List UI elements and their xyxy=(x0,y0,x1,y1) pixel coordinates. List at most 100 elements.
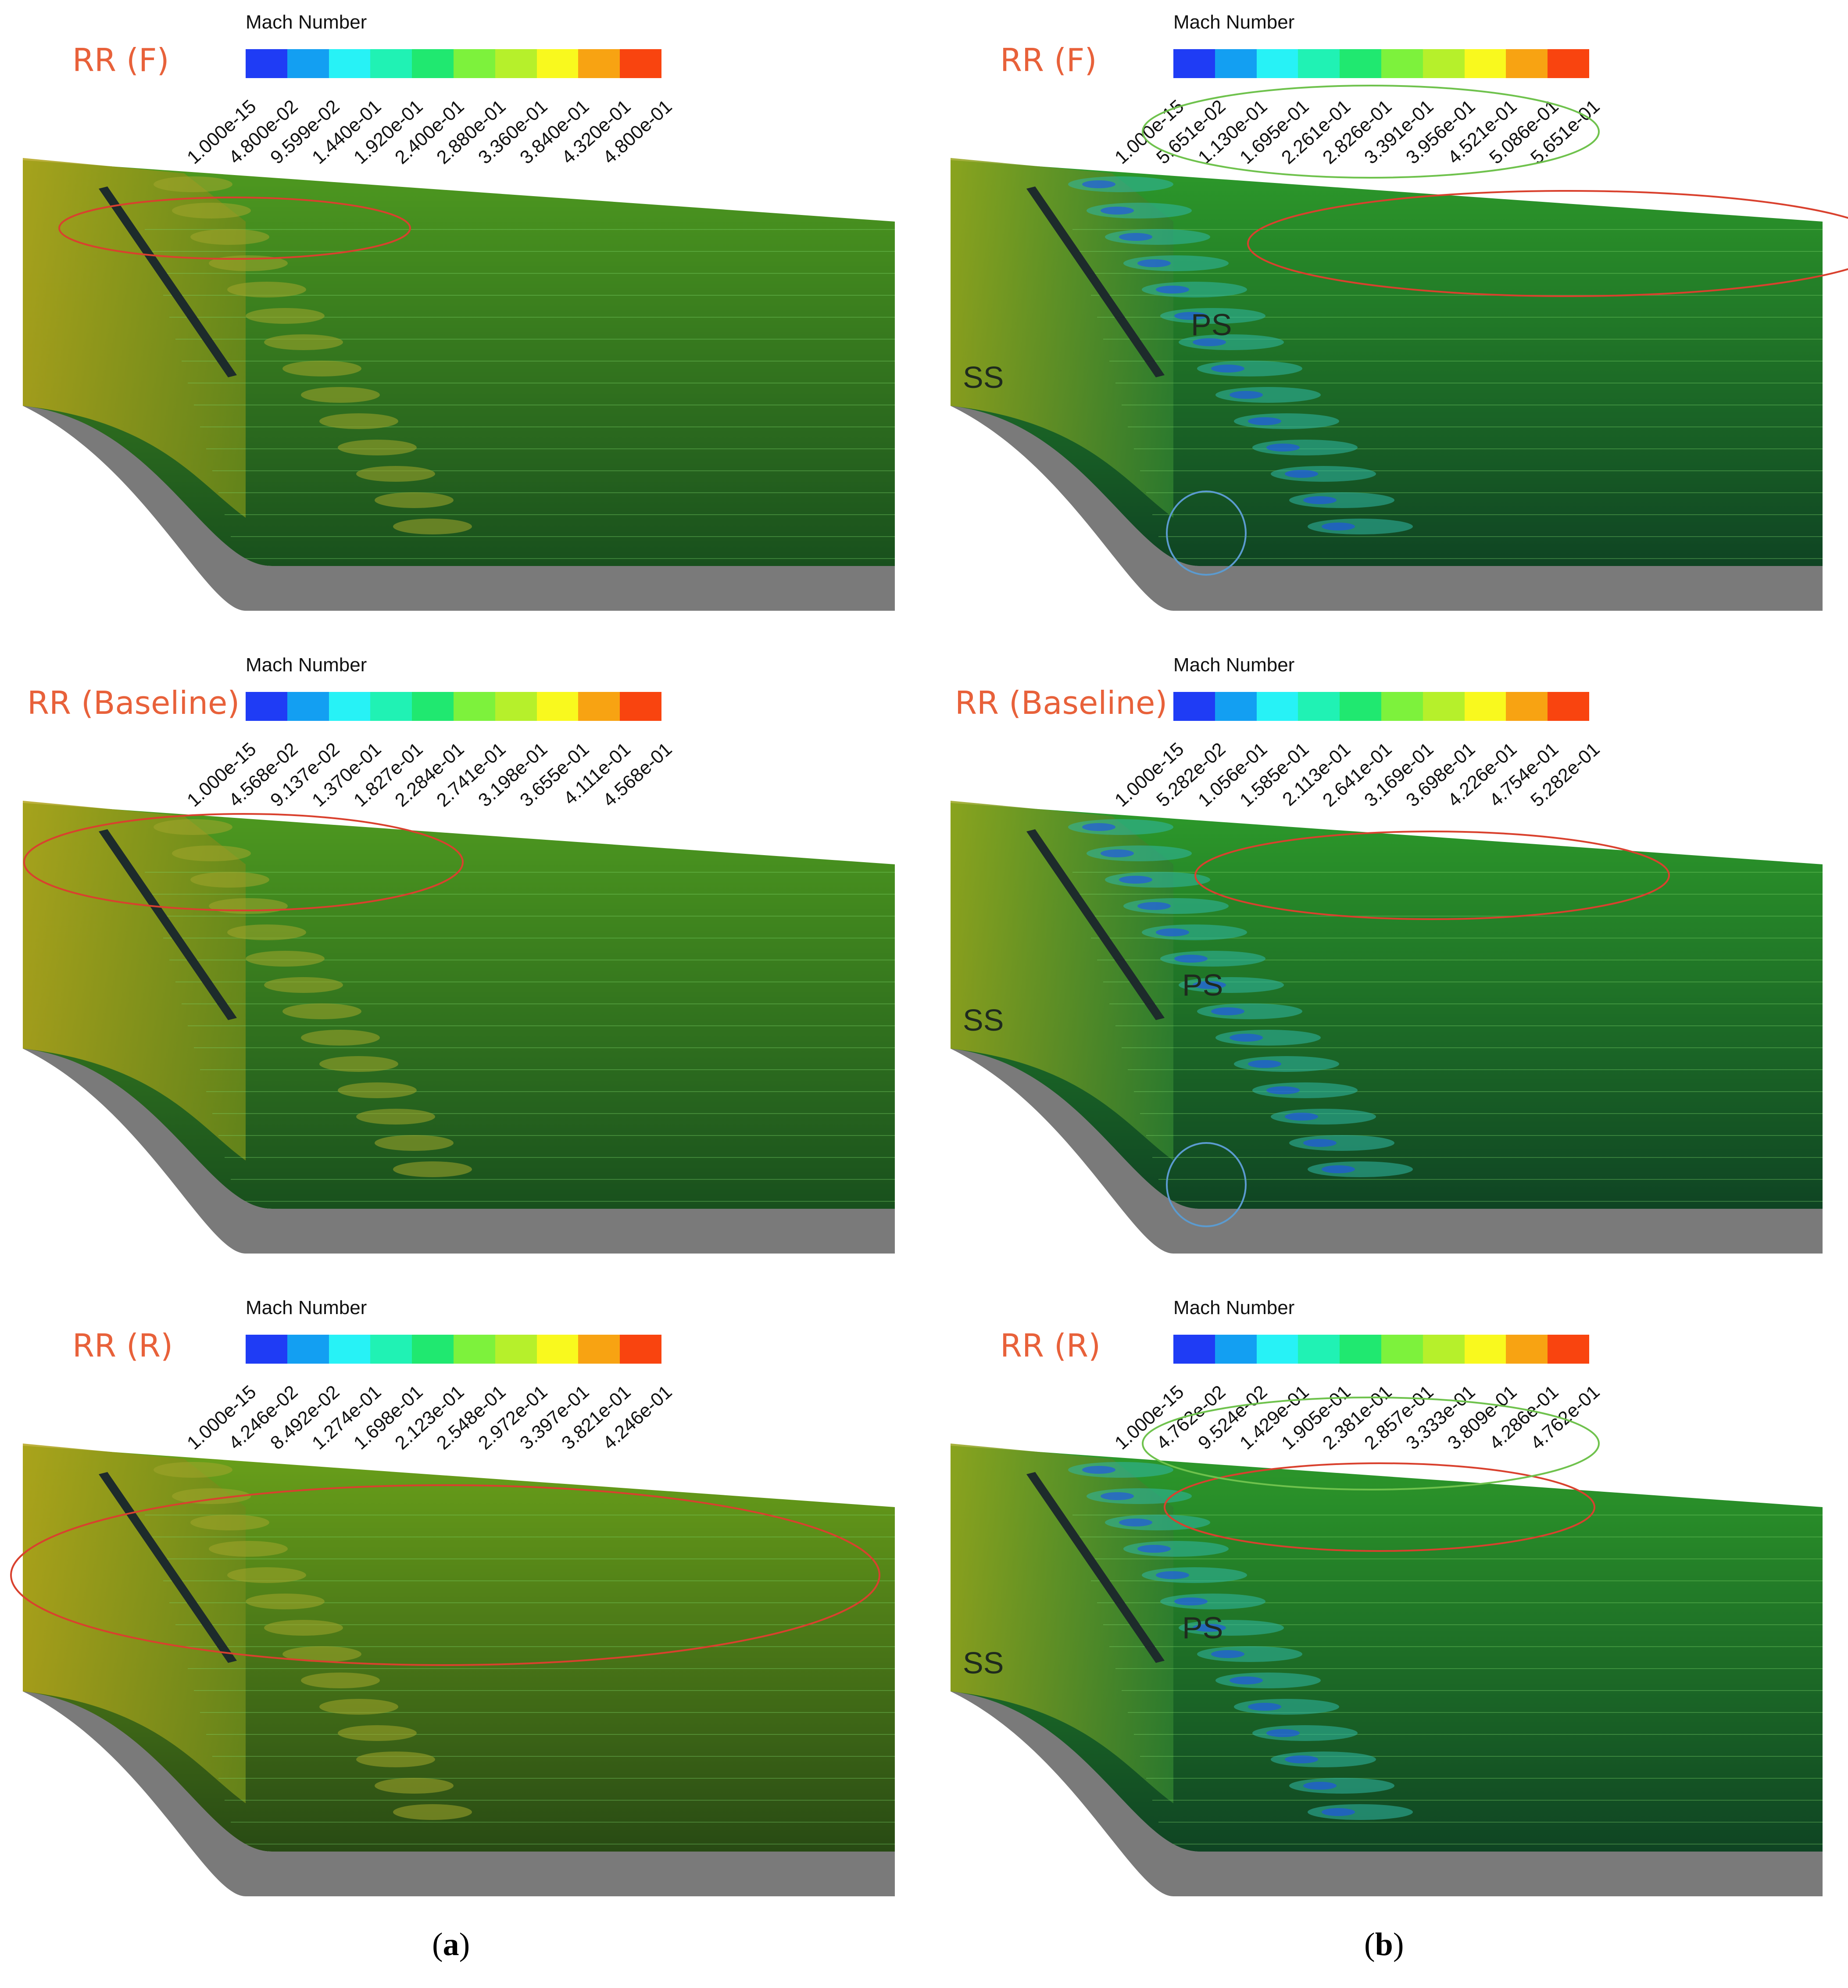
case-label: RR (R) xyxy=(72,1327,173,1364)
low-mach-core xyxy=(1174,955,1208,963)
colorbar-swatch xyxy=(495,49,537,78)
low-mach-core xyxy=(1101,1492,1134,1500)
wake-lobe xyxy=(282,1646,361,1662)
low-mach-core xyxy=(1082,1466,1115,1474)
wake-lobe xyxy=(1105,872,1210,888)
case-label: RR (R) xyxy=(1000,1327,1101,1364)
case-label: RR (Baseline) xyxy=(27,684,240,721)
colorbar-swatch xyxy=(1298,49,1340,78)
contour-panel: RR (Baseline) Mach Number 1.000e-15 5.282e-… xyxy=(928,643,1848,1275)
low-mach-core xyxy=(1322,1165,1355,1173)
wake-lobe xyxy=(1123,255,1229,271)
wake-lobe xyxy=(172,203,251,219)
colorbar-title: Mach Number xyxy=(246,1297,367,1318)
blade xyxy=(1026,186,1165,377)
wake-lobe xyxy=(1252,440,1358,455)
wake-lobe xyxy=(227,924,306,940)
green-annotation-ellipse xyxy=(1142,85,1600,179)
wake-lobe xyxy=(1142,924,1247,940)
low-mach-core xyxy=(1174,1598,1208,1605)
wake-lobe xyxy=(154,1462,232,1478)
hub-surface xyxy=(23,406,895,611)
colorbar-swatch xyxy=(370,692,412,721)
colorbar-swatch xyxy=(453,49,495,78)
hub-surface xyxy=(951,1691,1823,1896)
wake-lobe xyxy=(209,1541,288,1557)
colorbar-swatch xyxy=(1340,692,1381,721)
wake-lobe xyxy=(1123,898,1229,914)
wake-lobe xyxy=(246,308,325,324)
wake-lobe xyxy=(172,845,251,861)
red-annotation-ellipse xyxy=(10,1484,880,1666)
colorbar-swatch xyxy=(1381,49,1423,78)
low-mach-core xyxy=(1230,1034,1263,1042)
colorbar-swatch xyxy=(1215,692,1257,721)
colorbar-swatch xyxy=(1548,49,1589,78)
low-mach-core xyxy=(1248,417,1281,425)
colorbar-swatch xyxy=(1215,49,1257,78)
wake-lobe xyxy=(356,1109,435,1125)
hub-surface xyxy=(23,1049,895,1254)
wake-lobe xyxy=(1271,1109,1376,1125)
colorbar-swatch xyxy=(620,1335,661,1364)
colorbar-swatch xyxy=(1256,1335,1298,1364)
wake-lobe xyxy=(282,361,361,376)
wake-lobe xyxy=(1179,977,1284,993)
low-mach-core xyxy=(1119,1519,1152,1526)
contour-panel: RR (F) Mach Number 1.000e-15 5.651e-02 1.130… xyxy=(928,0,1848,632)
mach-contour-field xyxy=(10,1444,895,1896)
mach-contour-field xyxy=(951,85,1848,611)
contour-panel: RR (F) Mach Number 1.000e-15 4.800e-02 9.599… xyxy=(0,0,920,632)
wake-lobe xyxy=(1160,308,1265,324)
low-mach-core xyxy=(1193,1624,1226,1632)
wake-lobe xyxy=(1215,1030,1321,1046)
colorbar-swatch xyxy=(620,49,661,78)
wake-lobe xyxy=(1068,1462,1173,1478)
low-mach-core xyxy=(1193,981,1226,989)
inlet-region xyxy=(951,801,1173,1161)
colorbar-swatch xyxy=(370,49,412,78)
wake-lobe xyxy=(1308,519,1413,534)
wake-lobe xyxy=(1087,203,1192,219)
colorbar-title: Mach Number xyxy=(1173,1297,1295,1318)
wake-lobe xyxy=(190,872,269,888)
colorbar-swatch xyxy=(1298,1335,1340,1364)
colorbar xyxy=(1173,692,1589,721)
pressure-side-label: PS xyxy=(1191,308,1232,342)
hub-surface xyxy=(951,406,1823,611)
wake-lobe xyxy=(356,466,435,482)
blade xyxy=(1026,1472,1165,1663)
green-annotation-ellipse xyxy=(1142,1397,1600,1490)
colorbar-swatch xyxy=(412,1335,454,1364)
colorbar-swatch xyxy=(412,692,454,721)
wake-lobe xyxy=(264,1620,343,1636)
low-mach-core xyxy=(1285,470,1318,478)
suction-side-label: SS xyxy=(963,1646,1004,1680)
wake-lobe xyxy=(1142,282,1247,297)
blade xyxy=(99,1472,237,1663)
colorbar-title: Mach Number xyxy=(246,11,367,33)
red-annotation-ellipse xyxy=(23,813,464,911)
colorbar-swatch xyxy=(1548,692,1589,721)
red-annotation-ellipse xyxy=(1194,831,1670,920)
low-mach-core xyxy=(1285,1113,1318,1121)
wake-lobe xyxy=(375,492,454,508)
low-mach-core xyxy=(1248,1703,1281,1711)
wake-lobe xyxy=(301,387,380,403)
colorbar-swatch xyxy=(1506,1335,1548,1364)
blade xyxy=(99,829,237,1020)
wake-lobe xyxy=(227,282,306,297)
low-mach-core xyxy=(1230,391,1263,399)
wake-lobe xyxy=(264,334,343,350)
wake-lobe xyxy=(264,977,343,993)
wake-lobe xyxy=(1179,334,1284,350)
wake-lobe xyxy=(1197,1003,1302,1019)
wake-lobe xyxy=(319,1699,398,1715)
wake-lobe xyxy=(375,1778,454,1794)
colorbar-swatch xyxy=(1381,692,1423,721)
colorbar-swatch xyxy=(1340,1335,1381,1364)
wake-lobe xyxy=(375,1135,454,1151)
low-mach-core xyxy=(1303,1139,1337,1147)
colorbar-swatch xyxy=(578,692,620,721)
